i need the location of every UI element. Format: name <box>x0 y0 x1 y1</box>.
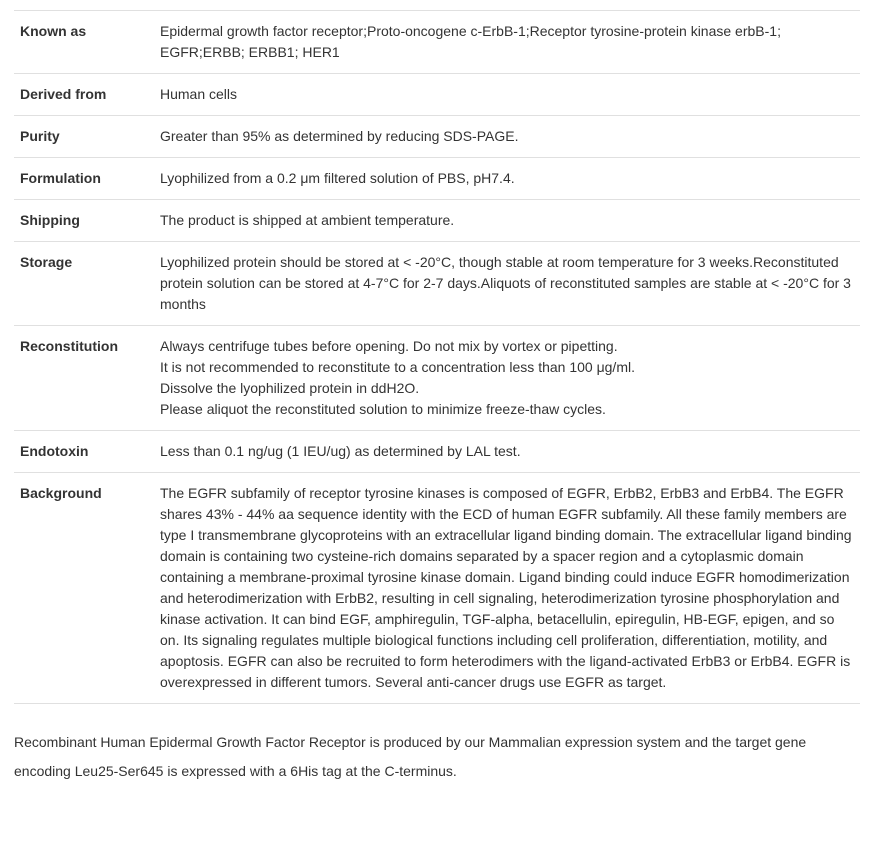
table-row: StorageLyophilized protein should be sto… <box>14 242 860 326</box>
row-value: Epidermal growth factor receptor;Proto-o… <box>154 11 860 74</box>
row-label: Shipping <box>14 200 154 242</box>
row-label: Background <box>14 473 154 704</box>
row-label: Reconstitution <box>14 326 154 431</box>
spec-table-body: Known asEpidermal growth factor receptor… <box>14 11 860 704</box>
row-label: Purity <box>14 116 154 158</box>
row-value: The product is shipped at ambient temper… <box>154 200 860 242</box>
row-label: Derived from <box>14 74 154 116</box>
table-row: ShippingThe product is shipped at ambien… <box>14 200 860 242</box>
row-value: Always centrifuge tubes before opening. … <box>154 326 860 431</box>
row-value-line: Please aliquot the reconstituted solutio… <box>160 399 854 420</box>
row-value: Greater than 95% as determined by reduci… <box>154 116 860 158</box>
row-label: Storage <box>14 242 154 326</box>
table-row: Reconstitution Always centrifuge tubes be… <box>14 326 860 431</box>
row-value: Lyophilized protein should be stored at … <box>154 242 860 326</box>
row-value: Less than 0.1 ng/ug (1 IEU/ug) as determ… <box>154 431 860 473</box>
row-value-line: Dissolve the lyophilized protein in ddH2… <box>160 378 854 399</box>
table-row: Known asEpidermal growth factor receptor… <box>14 11 860 74</box>
table-row: EndotoxinLess than 0.1 ng/ug (1 IEU/ug) … <box>14 431 860 473</box>
row-value-line: It is not recommended to reconstitute to… <box>160 357 854 378</box>
table-row: PurityGreater than 95% as determined by … <box>14 116 860 158</box>
row-value: The EGFR subfamily of receptor tyrosine … <box>154 473 860 704</box>
table-row: Derived fromHuman cells <box>14 74 860 116</box>
row-label: Endotoxin <box>14 431 154 473</box>
row-label: Formulation <box>14 158 154 200</box>
table-row: FormulationLyophilized from a 0.2 μm fil… <box>14 158 860 200</box>
spec-table: Known asEpidermal growth factor receptor… <box>14 10 860 704</box>
row-value: Human cells <box>154 74 860 116</box>
table-row: BackgroundThe EGFR subfamily of receptor… <box>14 473 860 704</box>
row-label: Known as <box>14 11 154 74</box>
footer-description: Recombinant Human Epidermal Growth Facto… <box>14 728 860 787</box>
row-value-line: Always centrifuge tubes before opening. … <box>160 336 854 357</box>
row-value: Lyophilized from a 0.2 μm filtered solut… <box>154 158 860 200</box>
